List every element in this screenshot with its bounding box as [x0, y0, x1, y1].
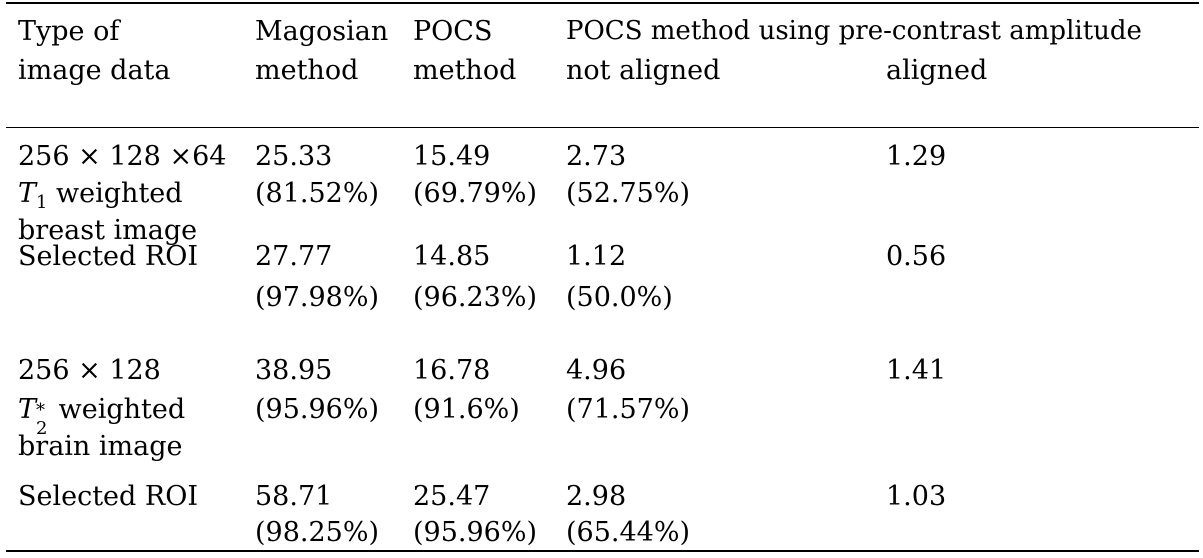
- row1-type-line2: T1 weighted: [18, 175, 183, 212]
- row4-not-aligned-value: 2.98: [566, 481, 627, 512]
- row3-pocs-pct: (91.6%): [413, 394, 520, 425]
- bottom-rule: [6, 550, 1199, 552]
- header-not-aligned: not aligned: [566, 55, 721, 86]
- top-rule: [6, 2, 1199, 4]
- row4-type: Selected ROI: [18, 481, 199, 512]
- row3-magosian-value: 38.95: [255, 355, 333, 386]
- row1-type-line3: breast image: [18, 215, 198, 246]
- row1-type-symbol: T: [18, 178, 37, 209]
- row4-pocs-pct: (95.96%): [413, 517, 538, 548]
- row2-not-aligned-value: 1.12: [566, 241, 627, 272]
- row4-aligned-value: 1.03: [886, 481, 947, 512]
- row1-type-line1: 256 × 128 ×64: [18, 141, 227, 172]
- row3-type-line1: 256 × 128: [18, 355, 161, 386]
- row1-magosian-value: 25.33: [255, 141, 333, 172]
- header-precontrast-group: POCS method using pre-contrast amplitude: [566, 16, 1142, 46]
- header-type-line2: image data: [18, 55, 171, 86]
- row3-type-line2: T * 2 weighted: [18, 394, 186, 439]
- row3-not-aligned-value: 4.96: [566, 355, 627, 386]
- row1-pocs-value: 15.49: [413, 141, 491, 172]
- row4-magosian-value: 58.71: [255, 481, 333, 512]
- row3-pocs-value: 16.78: [413, 355, 491, 386]
- header-type-line1: Type of: [18, 16, 120, 47]
- row4-not-aligned-pct: (65.44%): [566, 517, 691, 548]
- row3-type-line3: brain image: [18, 431, 183, 462]
- row3-type-rest: weighted: [50, 394, 186, 425]
- row2-pocs-pct: (96.23%): [413, 282, 538, 313]
- row3-not-aligned-pct: (71.57%): [566, 394, 691, 425]
- row4-magosian-pct: (98.25%): [255, 517, 380, 548]
- row2-type: Selected ROI: [18, 241, 199, 272]
- header-rule: [6, 127, 1199, 128]
- header-aligned: aligned: [886, 55, 988, 86]
- row2-aligned-value: 0.56: [886, 241, 947, 272]
- header-pocs-line1: POCS: [413, 16, 493, 47]
- row3-aligned-value: 1.41: [886, 355, 947, 386]
- row2-pocs-value: 14.85: [413, 241, 491, 272]
- row1-pocs-pct: (69.79%): [413, 178, 538, 209]
- header-pocs-line2: method: [413, 55, 517, 86]
- row1-aligned-value: 1.29: [886, 141, 947, 172]
- row4-pocs-value: 25.47: [413, 481, 491, 512]
- row1-type-subscript: 1: [36, 192, 48, 213]
- row1-type-rest: weighted: [47, 178, 183, 209]
- row2-not-aligned-pct: (50.0%): [566, 282, 673, 313]
- row3-magosian-pct: (95.96%): [255, 394, 380, 425]
- row1-not-aligned-pct: (52.75%): [566, 178, 691, 209]
- row1-not-aligned-value: 2.73: [566, 141, 627, 172]
- row2-magosian-value: 27.77: [255, 241, 333, 272]
- row3-type-symbol: T: [18, 394, 37, 425]
- row2-magosian-pct: (97.98%): [255, 282, 380, 313]
- header-magosian-line2: method: [255, 55, 359, 86]
- row1-magosian-pct: (81.52%): [255, 178, 380, 209]
- header-magosian-line1: Magosian: [255, 16, 389, 47]
